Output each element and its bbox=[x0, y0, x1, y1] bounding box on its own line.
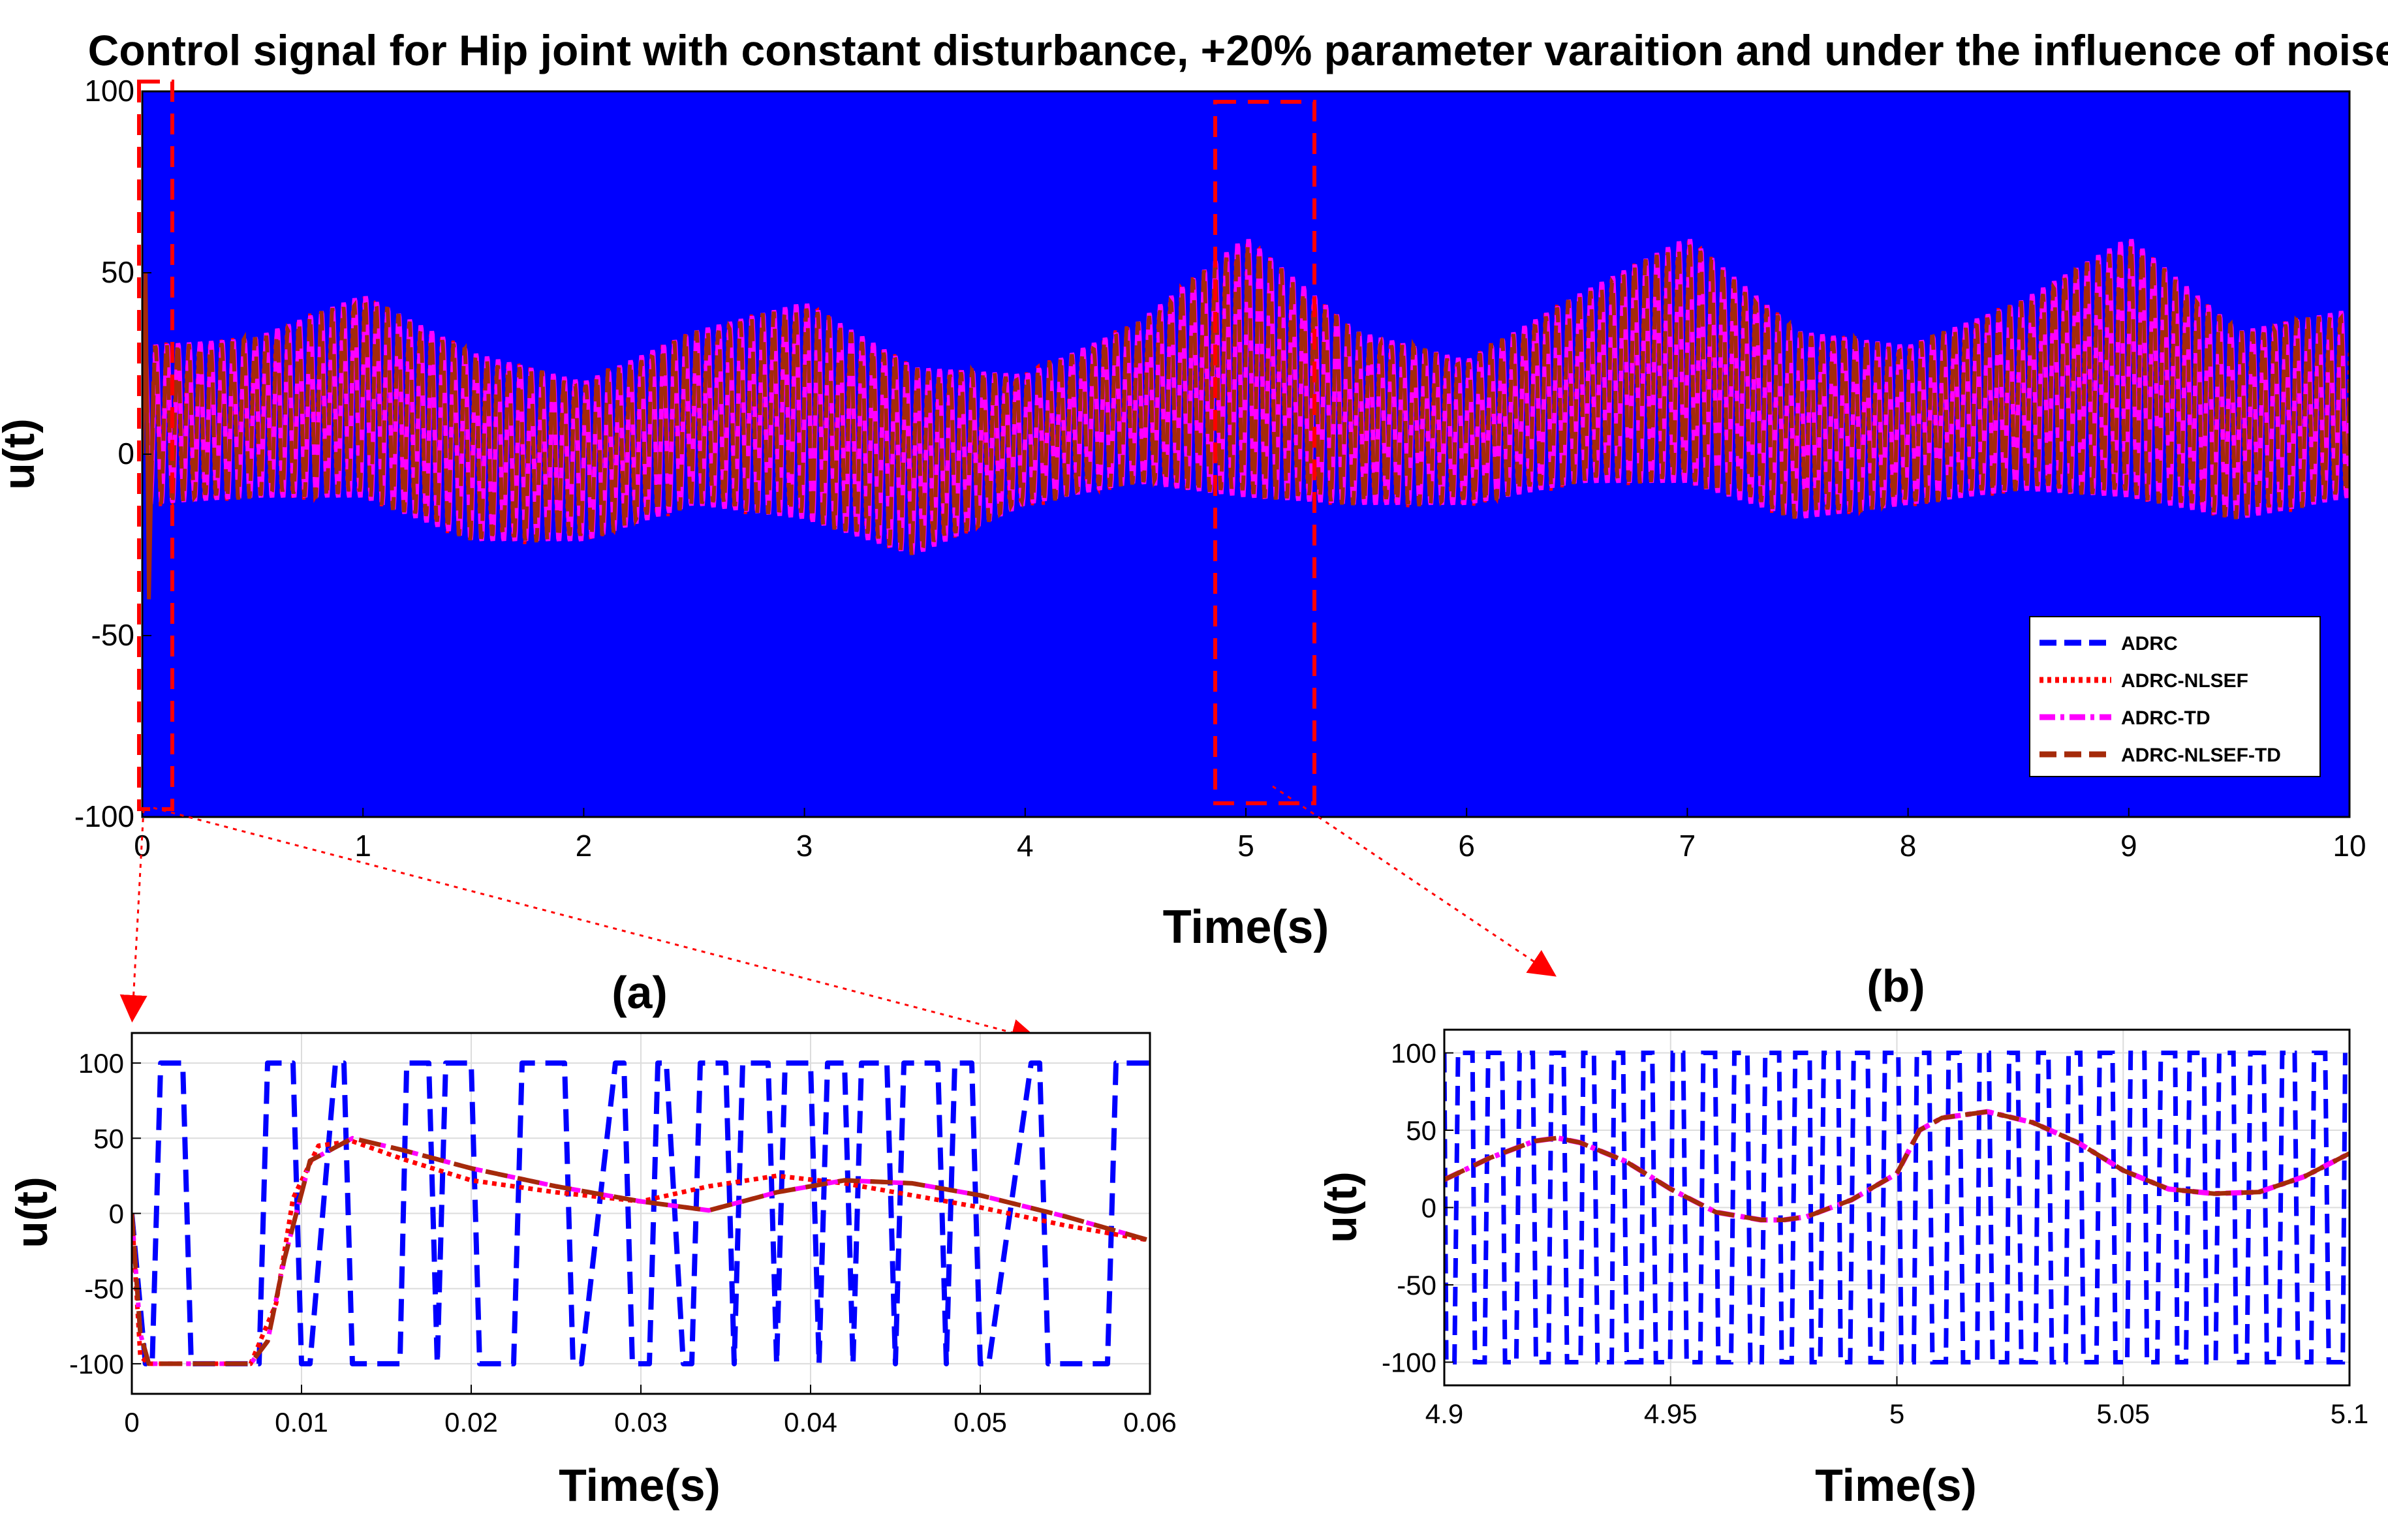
y-tick-label: -100 bbox=[1382, 1347, 1436, 1378]
legend-label-adrc: ADRC bbox=[2121, 633, 2178, 654]
y-tick-label: 50 bbox=[93, 1123, 124, 1154]
main-initial-transient bbox=[142, 272, 155, 600]
x-tick-label: 7 bbox=[1679, 829, 1696, 863]
subplot-b-title: (b) bbox=[1867, 961, 1925, 1011]
legend-label-adrc-td: ADRC-TD bbox=[2121, 707, 2210, 729]
x-tick-label: 6 bbox=[1458, 829, 1475, 863]
subplot-b: (b) 4.9 4.95 5 5.05 5.1 -100 -50 0 50 100 Time(s… bbox=[1316, 961, 2368, 1511]
subplot-a-x-axis-label: Time(s) bbox=[559, 1460, 721, 1511]
y-tick-label: -100 bbox=[69, 1349, 124, 1379]
x-tick-label: 0.02 bbox=[444, 1407, 498, 1438]
subplot-a-series-adrc-nlsef bbox=[132, 1139, 1150, 1366]
main-chart-title: Control signal for Hip joint with consta… bbox=[88, 26, 2388, 74]
main-series-adrc-nlsef-td bbox=[142, 242, 2349, 555]
subplot-a: (a) 0 0.01 0.02 0.03 0.04 0.05 0.06 -100 -50 0 50… bbox=[7, 967, 1177, 1511]
x-tick-label: 0.01 bbox=[275, 1407, 328, 1438]
x-tick-label: 9 bbox=[2120, 829, 2137, 863]
y-tick-label: 100 bbox=[78, 1048, 124, 1079]
main-x-ticks: 012345678910 bbox=[134, 808, 2366, 863]
x-tick-label: 0.03 bbox=[614, 1407, 668, 1438]
connector-a-right bbox=[153, 807, 1039, 1046]
main-chart: Control signal for Hip joint with consta… bbox=[0, 26, 2388, 953]
legend: ADRC ADRC-NLSEF ADRC-TD ADRC-NLSEF-TD bbox=[2029, 616, 2321, 777]
connector-a-left bbox=[119, 808, 147, 1023]
y-tick-label: -50 bbox=[91, 618, 134, 652]
legend-label-adrc-nlsef: ADRC-NLSEF bbox=[2121, 670, 2248, 692]
zoom-box-b bbox=[1213, 100, 1316, 805]
x-tick-label: 0 bbox=[124, 1407, 139, 1438]
subplot-a-y-axis-label: u(t) bbox=[7, 1177, 57, 1248]
x-tick-label: 4 bbox=[1017, 829, 1034, 863]
subplot-b-x-axis-label: Time(s) bbox=[1815, 1460, 1977, 1511]
main-plot-marks bbox=[142, 239, 2349, 600]
main-y-axis-label: u(t) bbox=[0, 418, 44, 489]
y-tick-label: 50 bbox=[1406, 1115, 1436, 1146]
connector-b bbox=[1272, 785, 1557, 977]
x-tick-label: 4.9 bbox=[1425, 1398, 1463, 1429]
x-tick-label: 1 bbox=[354, 829, 371, 863]
zoom-connectors bbox=[119, 785, 1557, 1046]
y-tick-label: 0 bbox=[1421, 1193, 1436, 1224]
x-tick-label: 0.06 bbox=[1123, 1407, 1177, 1438]
subplot-b-x-ticks: 4.9 4.95 5 5.05 5.1 bbox=[1425, 1376, 2368, 1429]
subplot-a-x-ticks: 0 0.01 0.02 0.03 0.04 0.05 0.06 bbox=[124, 1385, 1177, 1438]
x-tick-label: 3 bbox=[796, 829, 813, 863]
subplot-a-marks bbox=[132, 1060, 1150, 1366]
x-tick-label: 5 bbox=[1237, 829, 1254, 863]
x-tick-label: 10 bbox=[2333, 829, 2366, 863]
subplot-b-y-axis-label: u(t) bbox=[1316, 1171, 1366, 1242]
y-tick-label: -50 bbox=[84, 1274, 124, 1304]
x-tick-label: 2 bbox=[576, 829, 593, 863]
y-tick-label: 100 bbox=[84, 74, 134, 108]
main-y-ticks: -100 -50 0 50 100 bbox=[74, 74, 151, 833]
subplot-b-marks bbox=[1444, 1051, 2349, 1364]
subplot-b-series-adrc-nlsef-td bbox=[1444, 1109, 2349, 1222]
x-tick-label: 5.05 bbox=[2096, 1398, 2150, 1429]
subplot-b-y-ticks: -100 -50 0 50 100 bbox=[1382, 1038, 1453, 1378]
y-tick-label: 100 bbox=[1391, 1038, 1436, 1069]
subplot-a-series-adrc-nlsef-td bbox=[132, 1135, 1150, 1366]
x-tick-label: 5.1 bbox=[2331, 1398, 2368, 1429]
main-x-axis-label: Time(s) bbox=[1163, 901, 1329, 953]
y-tick-label: 0 bbox=[117, 437, 134, 470]
y-tick-label: -100 bbox=[74, 799, 134, 833]
x-tick-label: 5 bbox=[1889, 1398, 1904, 1429]
legend-label-adrc-nlsef-td: ADRC-NLSEF-TD bbox=[2121, 745, 2281, 766]
y-tick-label: -50 bbox=[1397, 1270, 1436, 1301]
subplot-b-series-adrc bbox=[1444, 1051, 2348, 1364]
x-tick-label: 4.95 bbox=[1644, 1398, 1698, 1429]
y-tick-label: 50 bbox=[101, 255, 134, 289]
x-tick-label: 0.04 bbox=[784, 1407, 837, 1438]
y-tick-label: 0 bbox=[109, 1199, 124, 1229]
subplot-a-y-ticks: -100 -50 0 50 100 bbox=[69, 1048, 141, 1379]
x-tick-label: 8 bbox=[1900, 829, 1917, 863]
zoom-box-a bbox=[137, 80, 174, 811]
x-tick-label: 0.05 bbox=[954, 1407, 1007, 1438]
subplot-a-title: (a) bbox=[612, 967, 668, 1018]
subplot-a-series-adrc bbox=[132, 1060, 1150, 1366]
